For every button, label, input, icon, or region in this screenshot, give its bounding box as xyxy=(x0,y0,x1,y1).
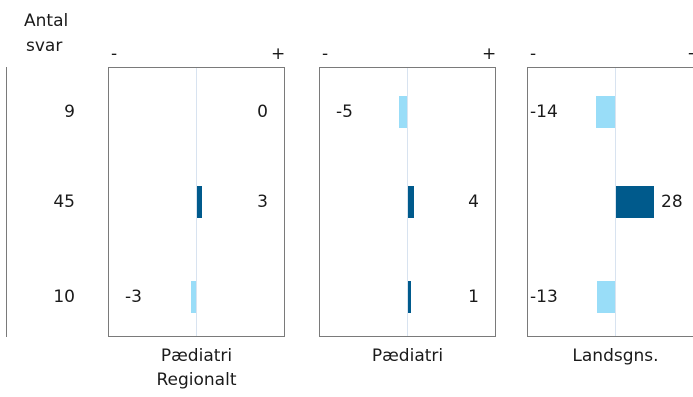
bar-positive xyxy=(616,186,654,218)
bar-value-label: -3 xyxy=(125,287,142,307)
minus-sign: - xyxy=(322,44,329,64)
bar-value-label: 3 xyxy=(257,192,268,212)
bar-negative xyxy=(399,96,407,128)
bar-negative xyxy=(596,96,615,128)
bar-value-label: -5 xyxy=(336,102,353,122)
zero-axis-line xyxy=(196,68,197,336)
minus-sign: - xyxy=(530,44,537,64)
count-header-2: svar xyxy=(26,36,63,56)
clipped-left-panel xyxy=(0,67,7,337)
plus-sign: + xyxy=(687,45,693,63)
bar-positive xyxy=(408,186,414,218)
bar-value-label: 1 xyxy=(468,287,479,307)
chart-panel xyxy=(319,67,496,337)
bar-value-label: -13 xyxy=(530,287,558,307)
bar-value-label: 4 xyxy=(468,192,479,212)
panel-label: Landsgns. xyxy=(572,346,659,366)
panel-label: Pædiatri xyxy=(371,346,444,366)
zero-axis-line xyxy=(615,68,616,336)
bar-value-label: 28 xyxy=(661,192,683,212)
bar-value-label: 0 xyxy=(257,102,268,122)
count-value: 9 xyxy=(64,102,75,122)
plus-sign: + xyxy=(271,44,286,64)
count-value: 45 xyxy=(53,192,75,212)
panel-label: Pædiatri xyxy=(160,346,233,366)
bar-positive xyxy=(197,186,202,218)
bar-value-label: -14 xyxy=(530,102,558,122)
count-value: 10 xyxy=(53,287,75,307)
bar-positive xyxy=(408,281,411,313)
plus-sign: + xyxy=(482,44,497,64)
chart-panel xyxy=(108,67,285,337)
panel-label: Regionalt xyxy=(156,370,237,390)
zero-axis-line xyxy=(407,68,408,336)
count-header: Antal xyxy=(24,11,69,31)
bar-negative xyxy=(191,281,196,313)
minus-sign: - xyxy=(111,44,118,64)
bar-negative xyxy=(597,281,615,313)
chart-panel xyxy=(527,67,693,337)
